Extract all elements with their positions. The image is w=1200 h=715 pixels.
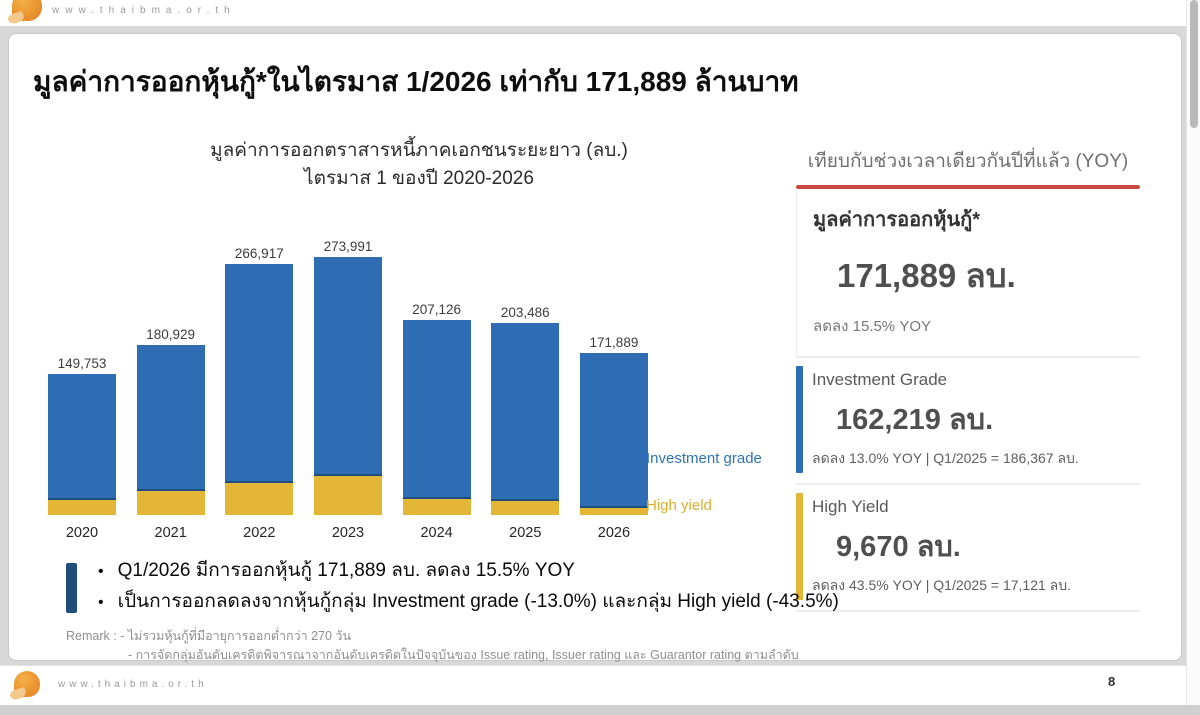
remark-line-1: - ไม่รวมหุ้นกู้ที่มีอายุการออกต่ำกว่า 27… xyxy=(120,629,351,643)
bar-value-label: 273,991 xyxy=(323,239,373,254)
yoy-card-investment-grade: Investment Grade 162,219 ลบ. ลดลง 13.0% … xyxy=(796,358,1140,485)
x-axis-label: 2024 xyxy=(420,525,453,541)
page-number: 8 xyxy=(1108,674,1116,689)
yoy-ig-value: 162,219 ลบ. xyxy=(836,404,994,436)
x-axis-label: 2025 xyxy=(509,525,542,541)
bar-value-label: 207,126 xyxy=(412,302,462,317)
stacked-bar-2024 xyxy=(402,320,471,515)
yoy-ig-title: Investment Grade xyxy=(812,370,948,389)
bar-value-label: 171,889 xyxy=(589,335,639,350)
remark-label: Remark : xyxy=(66,629,117,643)
x-axis-label: 2021 xyxy=(154,525,187,541)
thaibma-logo-icon xyxy=(14,671,40,697)
scrollbar-thumb[interactable] xyxy=(1190,0,1198,128)
x-axis-label: 2020 xyxy=(65,525,99,541)
bar-slot-2023: 273,991 2023 xyxy=(313,239,382,541)
bar-value-label: 149,753 xyxy=(57,356,107,371)
stacked-bar-2025 xyxy=(491,323,560,515)
x-axis-label: 2023 xyxy=(331,525,365,541)
bar-slot-2020: 149,753 2020 xyxy=(48,257,116,541)
yoy-ig-sub: ลดลง 13.0% YOY | Q1/2025 = 186,367 ลบ. xyxy=(812,450,1079,466)
yoy-card-total: มูลค่าการออกหุ้นกู้* 171,889 ลบ. ลดลง 15… xyxy=(796,189,1140,358)
remark-line-2: - การจัดกลุ่มอันดับเครดิตพิจารณาจากอันดั… xyxy=(128,648,799,662)
high-yield-accent-bar xyxy=(796,493,803,600)
yoy-total-title: มูลค่าการออกหุ้นกู้* xyxy=(813,209,981,231)
segment-high-yield xyxy=(579,506,648,515)
yoy-total-sub: ลดลง 15.5% YOY xyxy=(813,318,931,335)
slide-title: มูลค่าการออกหุ้นกู้*ในไตรมาส 1/2026 เท่า… xyxy=(33,66,799,97)
bottom-strip xyxy=(0,705,1200,715)
segment-high-yield xyxy=(313,474,382,515)
bar-slot-2025: 203,486 2025 xyxy=(491,257,560,541)
bar-slot-2021: 180,929 2021 xyxy=(136,257,205,541)
yoy-header: เทียบกับช่วงเวลาเดียวกันปีที่แล้ว (YOY) xyxy=(807,151,1129,172)
summary-accent-bar xyxy=(66,563,77,613)
segment-investment-grade xyxy=(402,320,471,497)
segment-investment-grade xyxy=(48,374,116,498)
legend-investment-grade: Investment grade xyxy=(646,450,762,467)
bar-value-label: 180,929 xyxy=(146,327,196,342)
slide: มูลค่าการออกหุ้นกู้*ในไตรมาส 1/2026 เท่า… xyxy=(8,33,1182,662)
segment-investment-grade xyxy=(136,345,205,489)
legend-high-yield: High yield xyxy=(646,497,712,514)
site-url: www.thaibma.or.th xyxy=(52,5,236,16)
remark: Remark : - ไม่รวมหุ้นกู้ที่มีอายุการออกต… xyxy=(66,627,799,665)
chart-title-line1: มูลค่าการออกตราสารหนี้ภาคเอกชนระยะยาว (ล… xyxy=(210,140,628,161)
top-bar: www.thaibma.or.th xyxy=(0,0,1186,26)
bar-plot: 149,753 2020 180,929 2021 266,917 2022 273,991… xyxy=(48,239,648,541)
stacked-bar-2023 xyxy=(313,257,382,515)
bar-slot-2024: 207,126 2024 xyxy=(402,257,471,541)
segment-high-yield xyxy=(225,481,294,515)
bar-value-label: 266,917 xyxy=(234,246,284,261)
chart-title-line2: ไตรมาส 1 ของปี 2020-2026 xyxy=(304,168,534,189)
yoy-total-value: 171,889 ลบ. xyxy=(837,257,1016,294)
stacked-bar-2020 xyxy=(48,374,116,515)
bar-slot-2026: 171,889 2026 xyxy=(579,257,648,541)
summary-bullet-2: เป็นการออกลดลงจากหุ้นกู้กลุ่ม Investment… xyxy=(98,587,986,618)
thaibma-logo-icon xyxy=(12,0,42,21)
segment-high-yield xyxy=(136,489,205,515)
summary-bullet-1: Q1/2026 มีการออกหุ้นกู้ 171,889 ลบ. ลดลง… xyxy=(98,556,986,587)
stacked-bar-2021 xyxy=(136,345,205,515)
summary-bullets: Q1/2026 มีการออกหุ้นกู้ 171,889 ลบ. ลดลง… xyxy=(66,556,986,618)
bar-slot-2022: 266,917 2022 xyxy=(225,246,294,541)
vertical-scrollbar xyxy=(1186,0,1200,705)
footer-site-url: www.thaibma.or.th xyxy=(58,679,208,690)
yoy-red-rule xyxy=(796,185,1140,189)
segment-high-yield xyxy=(402,497,471,515)
bar-value-label: 203,486 xyxy=(500,305,550,320)
stacked-bar-2026 xyxy=(579,353,648,515)
segment-investment-grade xyxy=(579,353,648,506)
segment-high-yield xyxy=(491,499,560,515)
segment-investment-grade xyxy=(491,323,560,499)
segment-high-yield xyxy=(48,498,116,515)
x-axis-label: 2026 xyxy=(597,525,631,541)
investment-grade-accent-bar xyxy=(796,366,803,473)
x-axis-label: 2022 xyxy=(243,525,276,541)
segment-investment-grade xyxy=(313,257,382,474)
yoy-hy-title: High Yield xyxy=(812,497,889,516)
stacked-bar-2022 xyxy=(225,264,294,515)
yoy-panel: เทียบกับช่วงเวลาเดียวกันปีที่แล้ว (YOY) … xyxy=(796,146,1140,612)
chart-title: มูลค่าการออกตราสารหนี้ภาคเอกชนระยะยาว (ล… xyxy=(129,137,709,193)
segment-investment-grade xyxy=(225,264,294,481)
footer: www.thaibma.or.th 8 xyxy=(0,665,1186,705)
